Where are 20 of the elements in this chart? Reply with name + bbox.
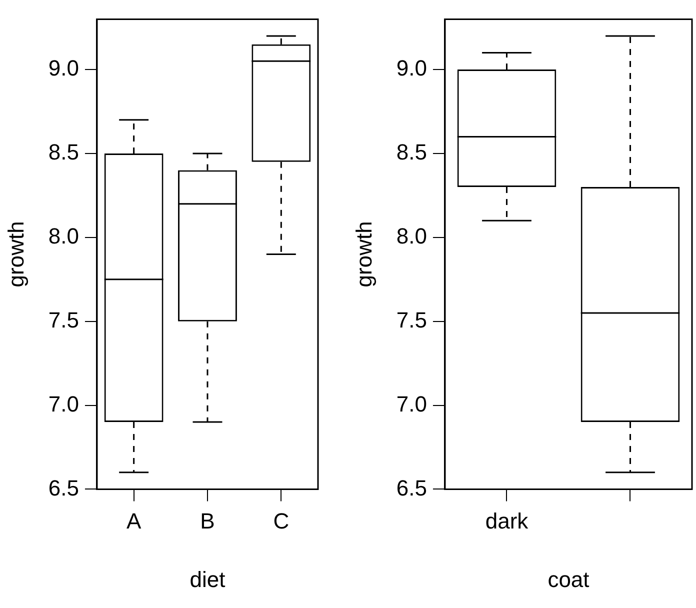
y-tick-label: 8.0: [48, 223, 79, 248]
y-tick-label: 7.5: [396, 307, 427, 332]
y-tick-label: 6.5: [396, 475, 427, 500]
x-tick-label: A: [126, 508, 142, 534]
y-tick-label: 8.5: [48, 140, 79, 165]
x-axis-title: diet: [190, 566, 226, 592]
y-tick-label: 9.0: [48, 56, 79, 81]
y-tick-label: 8.0: [396, 223, 427, 248]
y-tick-label: 7.0: [396, 391, 427, 416]
y-tick-label: 8.5: [396, 140, 427, 165]
y-axis-title: growth: [351, 221, 376, 288]
x-tick-label: B: [200, 508, 215, 534]
y-axis-title: growth: [3, 221, 28, 288]
x-axis-title: coat: [548, 566, 590, 592]
y-tick-label: 6.5: [48, 475, 79, 500]
y-tick-label: 7.5: [48, 307, 79, 332]
y-tick-label: 7.0: [48, 391, 79, 416]
y-tick-label: 9.0: [396, 56, 427, 81]
x-tick-label: dark: [485, 508, 530, 534]
x-tick-label: C: [273, 508, 290, 534]
